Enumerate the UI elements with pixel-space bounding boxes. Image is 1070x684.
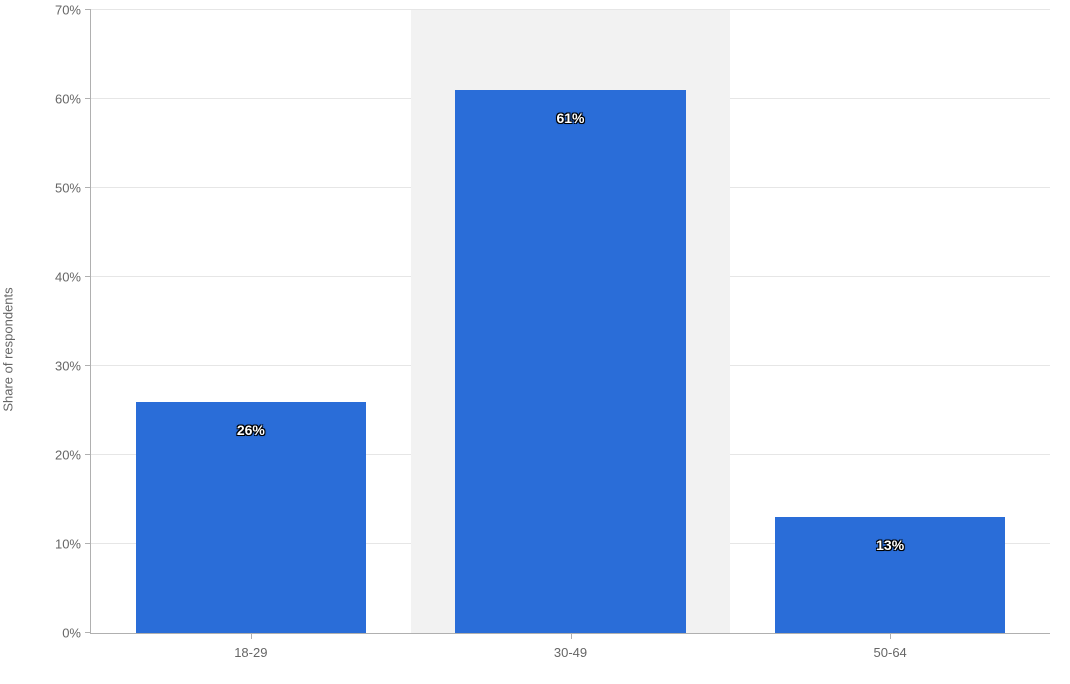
- y-tick-label: 70%: [55, 3, 91, 18]
- bar-value-label: 26%: [237, 422, 265, 438]
- y-tick-label: 30%: [55, 359, 91, 374]
- bar-slot[interactable]: 26%: [91, 10, 411, 633]
- y-tick-label: 20%: [55, 448, 91, 463]
- bar-slot[interactable]: 61%: [411, 10, 731, 633]
- x-tick-label: 18-29: [234, 633, 267, 660]
- bar[interactable]: [775, 517, 1005, 633]
- x-tick-label: 50-64: [874, 633, 907, 660]
- bar-chart: Share of respondents 0%10%20%30%40%50%60…: [0, 0, 1070, 684]
- bar[interactable]: [455, 90, 685, 633]
- y-tick-label: 50%: [55, 181, 91, 196]
- plot-area: 0%10%20%30%40%50%60%70%26%18-2961%30-491…: [90, 10, 1050, 634]
- bar-value-label: 61%: [556, 110, 584, 126]
- y-tick-label: 10%: [55, 537, 91, 552]
- x-tick-label: 30-49: [554, 633, 587, 660]
- y-tick-label: 40%: [55, 270, 91, 285]
- y-tick-label: 60%: [55, 92, 91, 107]
- bar-slot[interactable]: 13%: [730, 10, 1050, 633]
- y-axis-title: Share of respondents: [1, 287, 16, 411]
- y-tick-label: 0%: [62, 626, 91, 641]
- bar-value-label: 13%: [876, 537, 904, 553]
